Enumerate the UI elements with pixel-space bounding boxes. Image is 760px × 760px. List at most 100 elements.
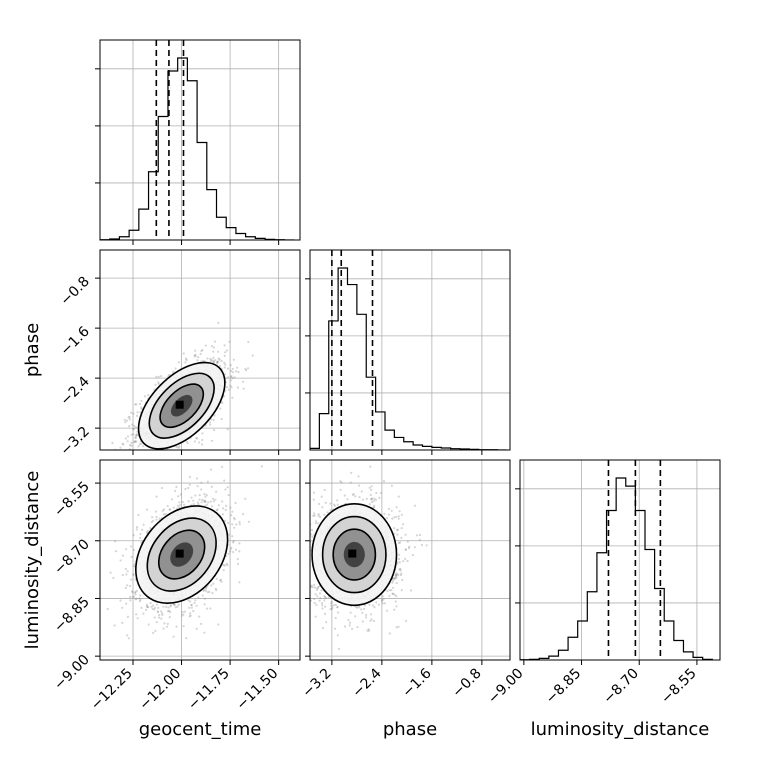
sample-point: [165, 458, 167, 460]
sample-point: [130, 578, 133, 581]
sample-point: [306, 542, 308, 544]
sample-point: [138, 597, 141, 600]
sample-point: [238, 581, 241, 584]
sample-point: [139, 451, 141, 453]
sample-point: [158, 614, 161, 617]
sample-point: [157, 382, 160, 385]
sample-point: [139, 536, 142, 540]
sample-point: [155, 621, 158, 624]
sample-point: [391, 517, 394, 520]
sample-point: [185, 440, 188, 443]
sample-point: [227, 552, 230, 555]
sample-point: [400, 527, 403, 530]
sample-point: [140, 407, 143, 410]
sample-point: [156, 610, 159, 613]
sample-point: [340, 481, 343, 484]
sample-point: [194, 599, 197, 602]
sample-point: [297, 511, 299, 513]
sample-point: [229, 375, 233, 378]
sample-point: [227, 494, 230, 497]
sample-point: [113, 624, 116, 627]
sample-point: [186, 442, 189, 445]
sample-point: [302, 566, 304, 568]
sample-point: [236, 562, 240, 566]
sample-point: [209, 500, 212, 503]
sample-point: [397, 625, 400, 628]
histogram-geocent_time: [100, 57, 295, 240]
sample-point: [289, 559, 291, 561]
sample-point: [130, 411, 133, 414]
sample-point: [201, 348, 204, 351]
sample-point: [212, 361, 216, 364]
sample-point: [153, 616, 156, 619]
sample-point: [418, 538, 421, 541]
sample-point: [136, 474, 138, 476]
sample-point: [229, 379, 232, 382]
sample-point: [130, 444, 133, 447]
sample-point: [155, 603, 158, 606]
sample-point: [372, 619, 376, 623]
sample-point: [314, 522, 317, 525]
sample-point: [348, 621, 352, 624]
sample-point: [189, 612, 192, 615]
sample-point: [315, 603, 318, 607]
sample-point: [185, 637, 188, 640]
sample-point: [174, 489, 177, 492]
sample-point: [260, 465, 263, 468]
sample-point: [245, 369, 248, 372]
sample-point: [151, 607, 154, 611]
sample-point: [222, 569, 225, 572]
density-peak: [175, 400, 184, 409]
sample-point: [139, 594, 142, 597]
sample-point: [231, 377, 234, 380]
sample-point: [91, 450, 93, 452]
sample-point: [199, 352, 202, 356]
sample-point: [212, 359, 215, 362]
sample-point: [189, 614, 192, 617]
sample-point: [165, 605, 168, 609]
sample-point: [370, 500, 374, 504]
sample-point: [134, 593, 137, 596]
sample-point: [145, 605, 148, 608]
sample-point: [375, 491, 378, 495]
sample-point: [135, 526, 139, 529]
sample-point: [141, 528, 144, 532]
sample-point: [137, 457, 139, 459]
sample-point: [140, 457, 142, 459]
sample-point: [183, 610, 187, 613]
sample-point: [219, 407, 222, 410]
sample-point: [169, 605, 172, 608]
sample-point: [128, 418, 131, 421]
sample-point: [179, 493, 182, 496]
sample-point: [126, 584, 129, 587]
density-peak: [175, 549, 184, 558]
sample-point: [177, 446, 180, 449]
sample-point: [155, 495, 158, 498]
sample-point: [181, 610, 184, 614]
sample-point: [187, 486, 190, 490]
sample-point: [227, 388, 231, 391]
sample-point: [135, 597, 138, 600]
sample-point: [216, 360, 219, 363]
sample-point: [407, 547, 411, 550]
sample-point: [157, 606, 160, 610]
sample-point: [173, 603, 176, 606]
sample-point: [215, 577, 218, 580]
sample-point: [318, 599, 321, 602]
sample-point: [356, 626, 359, 629]
sample-point: [192, 499, 195, 502]
sample-point: [282, 496, 284, 498]
sample-point: [184, 357, 188, 360]
sample-point: [226, 367, 230, 370]
sample-point: [146, 529, 149, 533]
sample-point: [350, 471, 353, 474]
sample-point: [142, 445, 145, 448]
sample-point: [130, 452, 132, 454]
sample-point: [174, 606, 177, 609]
sample-point: [121, 554, 124, 557]
sample-point: [235, 366, 239, 369]
sample-point: [167, 373, 170, 377]
sample-point: [223, 354, 226, 357]
sample-point: [154, 383, 157, 386]
